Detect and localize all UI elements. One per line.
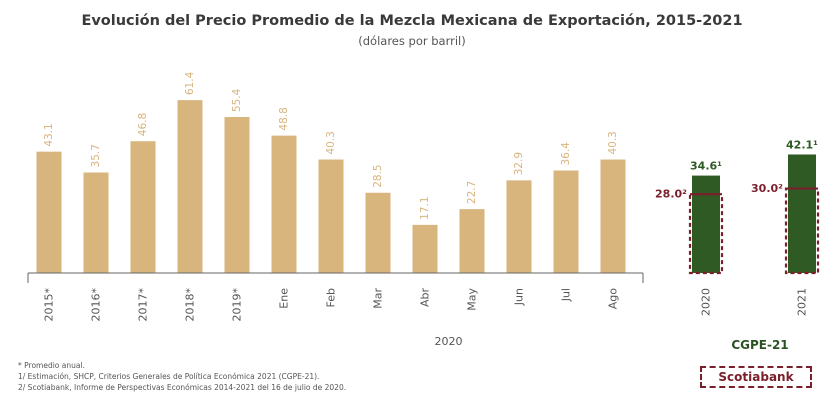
bar — [130, 141, 156, 273]
bar-value-label: 17.1 — [419, 196, 431, 219]
footnote-scotiabank: 2/ Scotiabank, Informe de Perspectivas E… — [18, 383, 347, 392]
bar-value-label: 61.4 — [184, 71, 196, 95]
bar — [365, 192, 391, 273]
forecast-value-label: 42.1¹ — [786, 138, 818, 151]
x-tick-label: Mar — [372, 288, 385, 309]
x-tick-label: 2015* — [43, 288, 56, 322]
forecast-bar-shcp — [788, 154, 816, 273]
x-tick-label: 2020 — [700, 288, 713, 316]
footnote-shcp: 1/ Estimación, SHCP, Criterios Generales… — [18, 372, 320, 381]
x-tick-label: 2016* — [90, 288, 103, 322]
x-tick-label: 2018* — [184, 288, 197, 322]
group-label-2020: 2020 — [435, 335, 463, 348]
bar-value-label: 46.8 — [137, 113, 149, 136]
bar-value-label: 36.4 — [560, 142, 572, 166]
bar-value-label: 40.3 — [607, 131, 619, 154]
bar — [600, 159, 626, 273]
forecast-bar-shcp — [692, 175, 720, 273]
bar — [553, 170, 579, 273]
bar — [318, 159, 344, 273]
x-tick-label: 2019* — [231, 288, 244, 322]
bar — [459, 209, 485, 273]
scotiabank-value-label: 30.0² — [751, 182, 783, 195]
bar-value-label: 55.4 — [231, 88, 243, 112]
chart-subtitle: (dólares por barril) — [358, 34, 466, 48]
bar — [36, 151, 62, 273]
x-tick-label: Jul — [560, 288, 573, 302]
x-tick-label: Jun — [513, 288, 526, 306]
bar-value-label: 32.9 — [513, 152, 525, 175]
bar — [506, 180, 532, 273]
footnote-annual: * Promedio anual. — [18, 361, 85, 370]
bar-value-label: 40.3 — [325, 131, 337, 154]
scotiabank-value-label: 28.0² — [655, 188, 687, 201]
x-tick-label: Ago — [607, 288, 620, 310]
forecast-value-label: 34.6¹ — [690, 160, 722, 173]
scotiabank-legend: Scotiabank — [700, 366, 812, 388]
bar-value-label: 35.7 — [90, 144, 102, 167]
x-tick-label: May — [466, 288, 479, 311]
footnotes: * Promedio anual. 1/ Estimación, SHCP, C… — [18, 360, 346, 393]
x-tick-label: Abr — [419, 288, 432, 308]
bar — [412, 224, 438, 273]
bar — [177, 100, 203, 274]
x-tick-label: Feb — [325, 288, 338, 307]
chart-title: Evolución del Precio Promedio de la Mezc… — [81, 13, 743, 29]
x-tick-label: 2017* — [137, 288, 150, 322]
bar-value-label: 48.8 — [278, 107, 290, 130]
cgpe-group-label: CGPE-21 — [731, 338, 789, 352]
x-tick-label: Ene — [278, 288, 291, 309]
bar — [83, 172, 109, 273]
bar-value-label: 28.5 — [372, 164, 384, 187]
bar — [271, 135, 297, 273]
bar — [224, 117, 250, 273]
bar-value-label: 22.7 — [466, 181, 478, 204]
x-tick-label: 2021 — [796, 288, 809, 316]
bar-value-label: 43.1 — [43, 123, 55, 146]
